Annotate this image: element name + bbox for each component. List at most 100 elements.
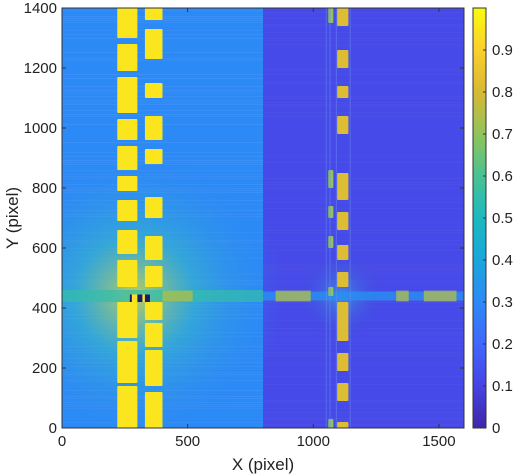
noise-stripe — [263, 18, 464, 19]
bright-block-column-a — [117, 77, 138, 113]
noise-stripe — [263, 344, 464, 345]
x-tick-label: 0 — [58, 433, 66, 450]
bright-block-column-b — [144, 149, 163, 164]
noise-stripe — [263, 46, 464, 47]
bright-block-column-a — [117, 230, 138, 254]
faint-column-line — [329, 8, 331, 428]
right-block-column — [337, 302, 349, 341]
noise-stripe — [263, 114, 464, 115]
noise-stripe — [62, 20, 263, 21]
bright-block-column-a — [117, 146, 138, 170]
noise-stripe — [263, 74, 464, 75]
y-tick-label: 800 — [32, 180, 57, 197]
bright-block-column-b — [144, 197, 163, 218]
colorbar-tick-label: 0.2 — [492, 336, 513, 353]
x-tick-label: 1000 — [297, 433, 330, 450]
noise-stripe — [263, 222, 464, 223]
y-tick-label: 600 — [32, 240, 57, 257]
right-thin-column — [328, 287, 334, 296]
noise-stripe — [263, 412, 464, 413]
noise-stripe — [263, 106, 464, 107]
right-block-column — [337, 8, 349, 26]
noise-stripe — [263, 98, 464, 99]
noise-stripe — [62, 58, 263, 59]
noise-stripe — [62, 116, 263, 117]
noise-stripe — [263, 348, 464, 349]
plot-area — [62, 8, 464, 428]
noise-stripe — [263, 230, 464, 231]
noise-stripe — [263, 32, 464, 33]
colorbar-tick-label: 0.5 — [492, 210, 513, 227]
noise-stripe — [263, 240, 464, 241]
bright-row-segment — [423, 290, 457, 302]
noise-stripe — [263, 182, 464, 183]
noise-stripe — [263, 162, 464, 163]
noise-stripe — [263, 340, 464, 341]
noise-stripe — [263, 376, 464, 377]
x-tick-label: 500 — [175, 433, 200, 450]
noise-stripe — [263, 354, 464, 355]
bright-block-column-a — [117, 260, 138, 287]
x-axis: 0 500 1000 1500 — [58, 8, 456, 450]
bright-block-column-b — [144, 350, 163, 386]
noise-stripe — [263, 12, 464, 13]
noise-stripe — [263, 408, 464, 409]
bright-block-column-a — [117, 302, 138, 338]
right-block-column — [337, 272, 349, 287]
right-thin-column — [328, 206, 334, 218]
right-thin-column — [328, 236, 334, 248]
noise-stripe — [263, 402, 464, 403]
background-region-1 — [263, 8, 464, 428]
noise-stripe — [263, 102, 464, 103]
y-tick-label: 1000 — [24, 120, 57, 137]
bright-block-column-b — [144, 116, 163, 140]
right-thin-column — [328, 170, 334, 188]
right-block-column — [337, 245, 349, 260]
faint-column-line — [325, 8, 327, 428]
noise-stripe — [263, 352, 464, 353]
noise-stripe — [263, 420, 464, 421]
noise-stripe — [263, 96, 464, 97]
noise-stripe — [62, 100, 263, 101]
right-block-column — [337, 212, 349, 230]
y-axis-label: Y (pixel) — [3, 187, 22, 249]
noise-stripe — [263, 208, 464, 209]
faint-column-line — [349, 8, 351, 428]
noise-stripe — [263, 356, 464, 357]
right-block-column — [337, 353, 349, 371]
noise-stripe — [263, 338, 464, 339]
noise-stripe — [263, 232, 464, 233]
noise-stripe — [263, 198, 464, 199]
bright-block-column-b — [144, 323, 163, 347]
noise-stripe — [263, 84, 464, 85]
noise-stripe — [263, 40, 464, 41]
noise-stripe — [263, 424, 464, 425]
bright-block-column-b — [144, 8, 163, 20]
noise-stripe — [62, 102, 263, 103]
bright-block — [142, 294, 145, 302]
bright-block — [131, 294, 138, 302]
bright-block-column-b — [144, 236, 163, 260]
noise-stripe — [263, 244, 464, 245]
noise-stripe — [263, 384, 464, 385]
bright-row-segment — [396, 290, 409, 302]
noise-stripe — [263, 82, 464, 83]
noise-stripe — [62, 142, 263, 143]
bright-block-column-a — [117, 8, 138, 38]
noise-stripe — [263, 250, 464, 251]
faint-column-line — [335, 8, 337, 428]
noise-stripe — [263, 156, 464, 157]
noise-stripe — [62, 74, 263, 75]
y-tick-label: 200 — [32, 360, 57, 377]
bright-row — [263, 291, 464, 301]
y-axis: 0 200 400 600 800 1000 1200 1400 — [24, 0, 464, 437]
right-block-column — [337, 86, 349, 98]
noise-stripe — [263, 116, 464, 117]
noise-stripe — [62, 60, 263, 61]
bright-block-column-b — [144, 83, 163, 98]
bright-block-column-a — [117, 200, 138, 221]
y-tick-label: 1400 — [24, 0, 57, 17]
right-block-column — [337, 173, 349, 200]
bright-block-column-b — [144, 392, 163, 428]
bright-block-column-a — [117, 341, 138, 383]
